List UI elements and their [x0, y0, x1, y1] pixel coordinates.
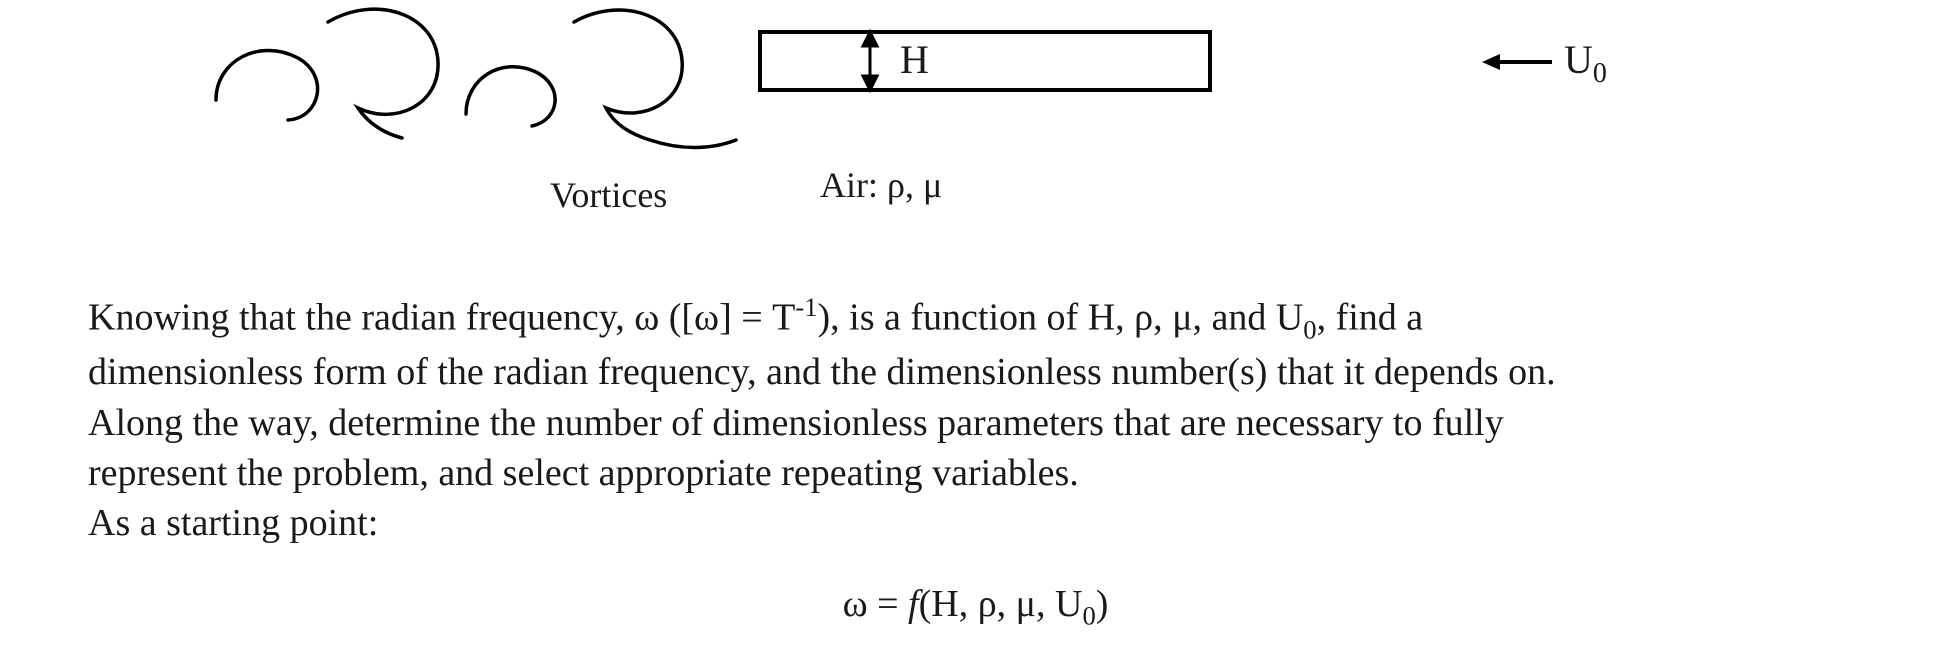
arrow-left-icon [1482, 37, 1554, 84]
eq-args-a: (H, ρ, μ, U [919, 583, 1083, 625]
eq-sub: 0 [1082, 601, 1095, 631]
air-prefix: Air: [820, 165, 887, 205]
plate-rect [760, 32, 1210, 90]
eq-lhs: ω = [843, 583, 908, 625]
diagram-region: Vortices Air: ρ, μ H U0 [180, 0, 1880, 230]
diagram-svg [180, 0, 1880, 230]
vortices-group [216, 9, 736, 147]
l1c: , find a [1317, 297, 1424, 339]
l1a: Knowing that the radian frequency, ω ([ω… [88, 297, 795, 339]
flow-velocity-label: U0 [1482, 36, 1607, 90]
vortex-3 [466, 67, 555, 126]
equation: ω = f(H, ρ, μ, U0) [0, 582, 1951, 632]
vortex-4 [574, 10, 736, 147]
text-line-2: dimensionless form of the radian frequen… [88, 347, 1908, 397]
height-arrow [863, 32, 877, 90]
page: Vortices Air: ρ, μ H U0 Knowing that the… [0, 0, 1951, 672]
eq-args-b: ) [1096, 583, 1109, 625]
air-label: Air: ρ, μ [820, 164, 942, 206]
air-symbols: ρ, μ [887, 165, 942, 205]
u-symbol: U [1564, 37, 1593, 82]
eq-f: f [908, 583, 919, 625]
text-line-5: As a starting point: [88, 498, 1908, 548]
text-line-1: Knowing that the radian frequency, ω ([ω… [88, 290, 1908, 347]
problem-text: Knowing that the radian frequency, ω ([ω… [88, 290, 1908, 548]
text-line-3: Along the way, determine the number of d… [88, 398, 1908, 448]
text-line-4: represent the problem, and select approp… [88, 448, 1908, 498]
l1b: ), is a function of H, ρ, μ, and U [818, 297, 1304, 339]
vortex-2 [328, 9, 438, 138]
l1-sub: 0 [1303, 314, 1316, 344]
vortices-label: Vortices [550, 174, 667, 216]
u-subscript: 0 [1593, 58, 1607, 89]
vortex-1 [216, 50, 318, 120]
height-label: H [900, 36, 929, 83]
l1-exp: -1 [795, 292, 817, 322]
